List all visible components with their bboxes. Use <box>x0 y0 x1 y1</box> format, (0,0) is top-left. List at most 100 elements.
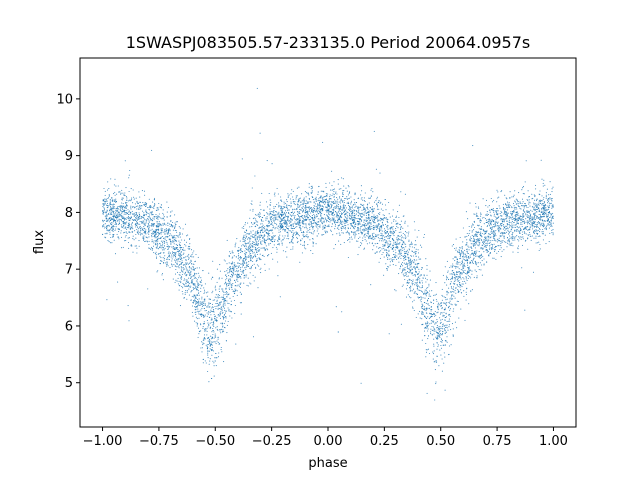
data-point <box>182 271 184 273</box>
data-point <box>204 327 206 330</box>
data-point <box>107 219 109 221</box>
data-point <box>170 263 173 265</box>
data-point <box>499 207 501 209</box>
data-point <box>109 233 111 235</box>
data-point <box>487 223 490 225</box>
data-point <box>193 256 195 258</box>
data-point <box>233 293 235 295</box>
data-point <box>148 247 150 249</box>
data-point <box>140 216 143 218</box>
data-point <box>420 258 422 260</box>
data-point <box>373 232 375 234</box>
data-point <box>200 301 202 303</box>
data-point <box>330 230 332 232</box>
data-point <box>406 267 409 269</box>
data-point <box>498 205 500 207</box>
data-point <box>322 190 324 192</box>
data-point <box>290 202 292 204</box>
data-point <box>329 207 331 209</box>
data-point <box>114 178 116 180</box>
data-point <box>208 298 210 300</box>
data-point <box>377 234 379 236</box>
data-point <box>186 255 188 257</box>
data-point <box>527 210 529 212</box>
data-point <box>187 281 190 283</box>
data-point <box>489 220 491 222</box>
data-point <box>523 209 525 211</box>
data-point <box>497 228 499 230</box>
data-point <box>485 246 487 248</box>
data-point <box>151 224 153 226</box>
data-point <box>516 199 518 201</box>
data-point <box>513 222 515 224</box>
data-point <box>116 233 118 235</box>
data-point <box>289 224 292 226</box>
data-point <box>545 214 547 216</box>
data-point <box>468 233 470 235</box>
data-point <box>211 321 213 324</box>
data-point <box>437 329 439 331</box>
data-point <box>491 232 493 234</box>
data-point <box>463 290 465 292</box>
data-point <box>186 270 188 272</box>
data-point <box>474 235 476 237</box>
data-point <box>425 322 427 324</box>
data-point <box>115 209 117 211</box>
data-point <box>503 209 505 211</box>
data-point <box>468 225 470 228</box>
data-point <box>178 253 180 255</box>
data-point <box>543 223 545 225</box>
data-point <box>511 227 513 229</box>
data-point <box>519 218 521 220</box>
data-point <box>425 302 427 304</box>
data-point <box>528 215 530 217</box>
data-point <box>475 233 477 235</box>
data-point <box>542 239 544 241</box>
data-point <box>113 206 115 208</box>
data-point <box>105 215 107 217</box>
data-point <box>483 231 485 233</box>
data-point <box>189 274 191 277</box>
data-point <box>203 337 205 339</box>
data-point <box>426 287 428 289</box>
data-point <box>443 296 445 298</box>
data-point <box>240 249 242 251</box>
data-point <box>307 237 309 239</box>
data-point <box>346 231 348 233</box>
data-point <box>158 242 161 244</box>
data-point <box>237 284 239 286</box>
data-point <box>386 246 389 248</box>
data-point <box>454 256 456 258</box>
data-point <box>208 310 210 313</box>
data-point <box>157 215 159 217</box>
data-point <box>255 220 257 222</box>
data-point <box>249 251 251 253</box>
data-point <box>316 221 318 223</box>
data-point <box>303 198 305 200</box>
data-point <box>106 215 108 217</box>
data-point <box>387 242 389 244</box>
data-point <box>185 241 188 243</box>
data-point <box>455 263 457 265</box>
data-point <box>158 209 160 211</box>
data-point <box>205 309 208 312</box>
data-point <box>334 224 337 226</box>
data-point <box>250 258 252 260</box>
data-point <box>479 232 482 234</box>
data-point <box>381 227 383 229</box>
data-point <box>221 296 223 298</box>
data-point <box>415 248 417 250</box>
data-point <box>162 222 164 224</box>
data-point <box>190 260 192 262</box>
data-point <box>354 202 356 204</box>
data-point <box>335 206 337 208</box>
data-point <box>181 254 183 256</box>
data-point <box>178 240 180 242</box>
data-point <box>321 234 323 236</box>
data-point <box>544 220 546 222</box>
data-point <box>412 306 414 308</box>
data-point <box>490 230 492 232</box>
data-point <box>371 218 373 220</box>
data-point <box>366 219 368 221</box>
data-point <box>382 209 384 211</box>
